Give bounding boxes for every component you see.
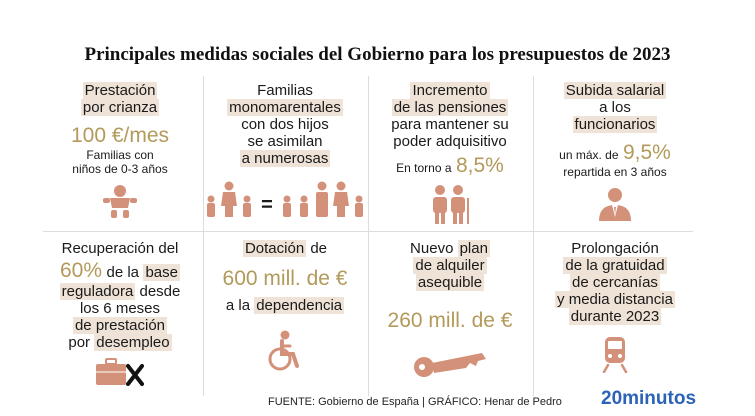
label-line: y media distancia bbox=[555, 291, 675, 308]
family-icon: = bbox=[203, 181, 367, 217]
measure-civil-servants-salary: Subida salarial a los funcionarios un má… bbox=[533, 82, 697, 221]
label-text: dependencia bbox=[254, 297, 345, 314]
detail: niños de 0-3 años bbox=[72, 162, 168, 176]
label-text: a la bbox=[225, 297, 251, 314]
page-title: Principales medidas sociales del Gobiern… bbox=[84, 44, 671, 65]
detail: repartida en 3 años bbox=[563, 165, 667, 179]
label-text: base bbox=[143, 264, 180, 281]
prefix: En torno a bbox=[396, 161, 452, 175]
label-line: poder adquisitivo bbox=[393, 133, 507, 150]
label-text: plan bbox=[457, 240, 490, 257]
label-line: durante 2023 bbox=[568, 308, 662, 325]
measure-parenting-benefit: Prestación por crianza 100 €/mes Familia… bbox=[38, 82, 202, 220]
equals-sign: = bbox=[261, 194, 273, 216]
value: 260 mill. de € bbox=[387, 309, 513, 332]
label-text: reguladora bbox=[59, 283, 136, 300]
label-line: funcionarios bbox=[572, 116, 658, 133]
label-line: de prestación bbox=[72, 317, 168, 334]
brand-logo: 20minutos bbox=[601, 388, 697, 409]
label-line: Subida salarial bbox=[563, 82, 667, 99]
baby-icon bbox=[103, 185, 137, 218]
label-line: a los bbox=[599, 99, 631, 116]
label-text: Nuevo bbox=[410, 240, 454, 257]
key-icon bbox=[414, 353, 486, 377]
label-line: con dos hijos bbox=[241, 116, 329, 133]
wheelchair-icon bbox=[268, 330, 299, 371]
label-text: de la bbox=[106, 264, 140, 281]
label-text: desde bbox=[139, 283, 181, 300]
label-text: Dotación bbox=[242, 240, 307, 257]
label-line: Prolongación bbox=[571, 240, 659, 257]
label-line: monomarentales bbox=[227, 99, 343, 116]
label-line: de la gratuidad bbox=[563, 257, 667, 274]
value: 8,5% bbox=[455, 154, 504, 177]
measures-grid: Prestación por crianza 100 €/mes Familia… bbox=[38, 76, 698, 406]
source-footer: FUENTE: Gobierno de España | GRÁFICO: He… bbox=[268, 396, 562, 408]
label-text: desempleo bbox=[94, 334, 172, 351]
official-icon bbox=[599, 188, 631, 221]
label-text: de bbox=[310, 240, 328, 257]
measure-unemployment-base: Recuperación del 60% de la base regulado… bbox=[38, 240, 202, 387]
label-line: a numerosas bbox=[239, 150, 331, 167]
briefcase-x-icon bbox=[96, 358, 144, 386]
label-text: por bbox=[68, 334, 91, 351]
label-line: se asimilan bbox=[247, 133, 323, 150]
measure-rental-plan: Nuevo plan de alquiler asequible 260 mil… bbox=[368, 240, 532, 379]
label-line: de las pensiones bbox=[391, 99, 509, 116]
measure-single-parent-families: Familias monomarentales con dos hijos se… bbox=[203, 82, 367, 217]
label-line: de cercanías bbox=[570, 274, 660, 291]
label-line: de alquiler bbox=[413, 257, 487, 274]
label-line: para mantener su bbox=[391, 116, 509, 133]
measure-dependency: Dotación de 600 mill. de € a la dependen… bbox=[203, 240, 367, 372]
prefix: un máx. de bbox=[559, 148, 619, 162]
measure-free-commuter-trains: Prolongación de la gratuidad de cercanía… bbox=[533, 240, 697, 373]
label-line: asequible bbox=[415, 274, 485, 291]
value: 600 mill. de € bbox=[222, 267, 348, 290]
label-line: Prestación bbox=[82, 82, 158, 99]
label-line: Recuperación del bbox=[61, 240, 179, 257]
value: 60% bbox=[60, 259, 103, 282]
detail: Familias con bbox=[86, 148, 154, 162]
value: 9,5% bbox=[622, 141, 671, 164]
label-line: Familias bbox=[257, 82, 313, 99]
label-line: los 6 meses bbox=[79, 300, 161, 317]
train-icon bbox=[602, 337, 628, 373]
value: 100 €/mes bbox=[70, 124, 170, 147]
label-line: por crianza bbox=[80, 99, 160, 116]
measure-pensions: Incremento de las pensiones para mantene… bbox=[368, 82, 532, 224]
elderly-couple-icon bbox=[433, 185, 469, 224]
label-line: Incremento bbox=[410, 82, 490, 99]
